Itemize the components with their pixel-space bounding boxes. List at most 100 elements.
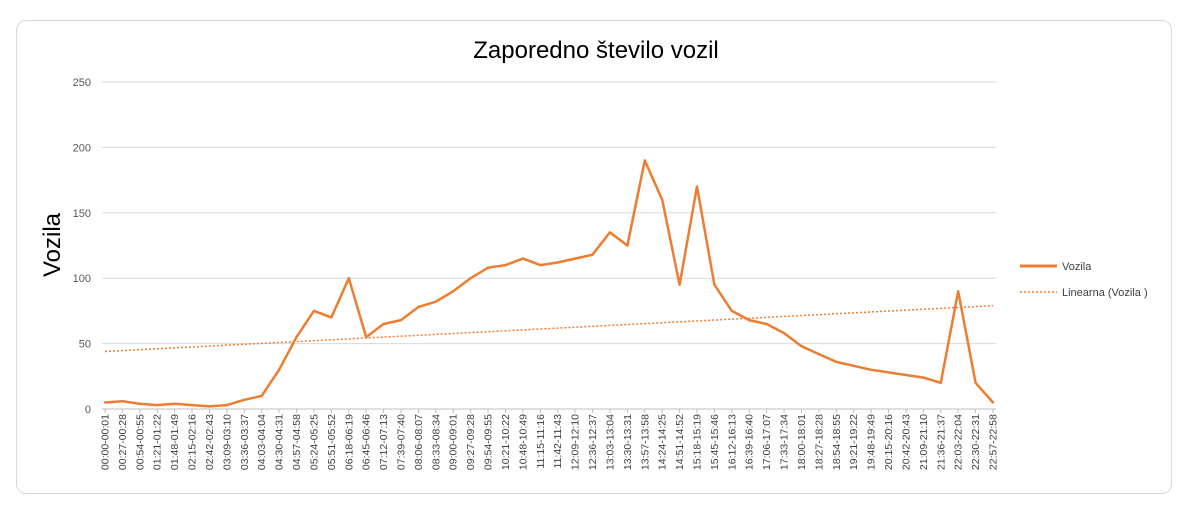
data-point	[695, 185, 699, 188]
x-tick-label: 13:03-13:04	[604, 414, 616, 470]
x-tick-label: 18:54-18:55	[831, 414, 843, 470]
grid-lines	[102, 81, 996, 410]
data-point	[121, 399, 124, 403]
data-point	[817, 352, 821, 356]
data-point	[922, 376, 925, 379]
data-point	[347, 277, 350, 280]
y-tick-label: 100	[73, 273, 91, 285]
data-point	[835, 360, 838, 364]
data-point	[156, 403, 159, 407]
y-tick-label: 150	[73, 208, 91, 220]
data-point	[243, 398, 246, 402]
x-tick-label: 04:57-04:58	[291, 414, 303, 470]
y-tick-label: 0	[85, 404, 91, 416]
data-point	[626, 244, 629, 247]
x-tick-label: 09:54-09:55	[483, 414, 495, 470]
x-tick-label: 08:06-08:07	[413, 414, 425, 470]
x-tick-label: 13:30-13:31	[622, 414, 634, 470]
x-tick-label: 09:00-09:01	[448, 414, 460, 470]
x-tick-label: 04:30-04:31	[274, 414, 286, 470]
legend: Vozila Linearna (Vozila )	[1020, 261, 1148, 299]
data-point	[991, 401, 995, 404]
x-tick-label: 04:03-04:04	[256, 414, 268, 470]
x-tick-label: 03:09-03:10	[221, 414, 233, 470]
data-point	[956, 290, 960, 293]
y-tick-label: 50	[79, 339, 91, 351]
data-point	[330, 316, 333, 319]
x-tick-label: 17:06-17:07	[761, 414, 773, 470]
data-point	[748, 318, 751, 322]
x-tick-label: 02:42-02:43	[204, 414, 216, 470]
data-point	[469, 277, 472, 280]
x-tick-label: 02:15-02:16	[187, 414, 199, 470]
data-point	[312, 309, 316, 313]
x-tick-label: 12:36-12:37	[587, 414, 599, 470]
x-tick-label: 08:33-08:34	[430, 414, 442, 470]
x-tick-label: 07:39-07:40	[396, 414, 408, 470]
x-tick-label: 01:21-01:22	[152, 414, 164, 470]
x-tick-label: 20:15-20:16	[883, 414, 895, 470]
data-point	[800, 345, 803, 348]
data-point	[434, 300, 438, 303]
data-point	[556, 261, 559, 264]
x-tick-label: 11:15-11:16	[535, 414, 547, 469]
x-tick-labels: 00:00-00:01 00:27-00:28 00:54-00:55 01:21-0…	[100, 409, 1000, 470]
data-point	[765, 322, 768, 326]
data-point	[382, 322, 385, 326]
x-tick-label: 12:09-12:10	[570, 414, 582, 470]
x-tick-label: 05:24-05:25	[308, 414, 320, 470]
x-tick-label: 03:36-03:37	[239, 414, 251, 470]
x-tick-label: 21:09-21:10	[918, 414, 930, 470]
x-tick-label: 00:54-00:55	[134, 414, 146, 470]
data-point	[782, 331, 786, 335]
series-line-vozila	[104, 159, 994, 408]
data-point	[504, 263, 507, 267]
data-point	[277, 368, 281, 371]
data-point	[138, 402, 142, 405]
data-point	[678, 283, 681, 286]
x-tick-label: 01:48-01:49	[169, 414, 181, 470]
y-tick-label: 250	[73, 77, 91, 89]
data-point	[260, 394, 263, 398]
x-tick-label: 07:12-07:13	[378, 414, 390, 470]
x-tick-label: 05:51-05:52	[326, 414, 338, 470]
data-point	[103, 401, 107, 404]
x-tick-label: 06:18-06:19	[343, 414, 355, 470]
data-point	[173, 402, 176, 405]
y-axis-label: Vozila	[39, 212, 66, 277]
data-point	[939, 381, 942, 385]
x-tick-label: 10:21-10:22	[500, 414, 512, 470]
x-tick-label: 16:12-16:13	[726, 414, 738, 470]
x-tick-label: 15:45-15:46	[709, 414, 721, 470]
data-point	[208, 405, 211, 408]
x-tick-label: 00:27-00:28	[117, 414, 129, 470]
data-point	[730, 309, 734, 313]
data-point	[539, 263, 542, 267]
data-point	[591, 253, 594, 256]
data-point	[852, 364, 855, 368]
x-tick-label: 14:24-14:25	[657, 414, 669, 470]
data-point	[521, 257, 525, 260]
x-tick-label: 11:42-11:43	[552, 414, 564, 469]
data-point	[452, 290, 455, 293]
legend-label-trendline: Linearna (Vozila )	[1062, 287, 1148, 299]
data-point	[417, 305, 420, 309]
x-tick-label: 22:03-22:04	[953, 414, 965, 470]
x-tick-label: 18:00-18:01	[796, 414, 808, 470]
x-tick-label: 10:48-10:49	[517, 414, 529, 470]
y-tick-labels: 0 50 100 150 200 250	[73, 77, 91, 416]
data-point	[399, 318, 403, 322]
x-tick-label: 22:57-22:58	[988, 414, 1000, 470]
data-point	[364, 335, 368, 339]
x-tick-label: 18:27-18:28	[813, 414, 825, 470]
x-tick-label: 13:57-13:58	[639, 414, 651, 470]
data-point	[643, 159, 646, 162]
data-point	[713, 283, 716, 286]
legend-label-vozila: Vozila	[1062, 261, 1092, 273]
x-tick-label: 09:27-09:28	[465, 414, 477, 470]
data-point	[660, 198, 664, 201]
x-tick-label: 19:21-19:22	[848, 414, 860, 470]
x-tick-label: 17:33-17:34	[779, 414, 791, 470]
x-tick-label: 06:45-06:46	[361, 414, 373, 470]
